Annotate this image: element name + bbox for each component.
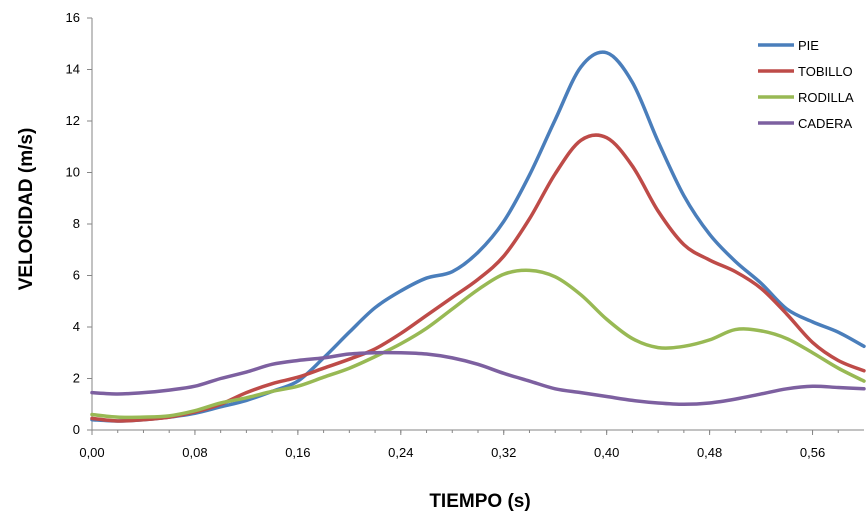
legend: PIE TOBILLO RODILLA CADERA xyxy=(758,38,854,131)
legend-label-tobillo: TOBILLO xyxy=(798,64,853,79)
legend-label-rodilla: RODILLA xyxy=(798,90,854,105)
x-tick-label: 0,00 xyxy=(79,445,104,460)
y-axis-title: VELOCIDAD (m/s) xyxy=(16,128,37,291)
series-line-cadera xyxy=(90,350,866,406)
y-tick-label: 8 xyxy=(73,216,80,231)
y-axis: 0 2 4 6 8 10 12 14 16 xyxy=(66,10,93,437)
y-tick-label: 12 xyxy=(66,113,80,128)
x-tick-label: 0,24 xyxy=(388,445,413,460)
y-tick-label: 6 xyxy=(73,268,80,283)
x-tick-label: 0,48 xyxy=(697,445,722,460)
series-line-pie xyxy=(90,50,866,423)
y-tick-label: 2 xyxy=(73,371,80,386)
y-tick-label: 16 xyxy=(66,10,80,25)
x-tick-label: 0,32 xyxy=(491,445,516,460)
legend-label-pie: PIE xyxy=(798,38,819,53)
series-line-rodilla xyxy=(90,268,866,420)
x-tick-label: 0,08 xyxy=(182,445,207,460)
legend-label-cadera: CADERA xyxy=(798,116,853,131)
x-tick-label: 0,40 xyxy=(594,445,619,460)
y-tick-label: 4 xyxy=(73,319,80,334)
y-tick-label: 0 xyxy=(73,422,80,437)
series-lines xyxy=(90,50,866,423)
x-axis-title: TIEMPO (s) xyxy=(429,491,530,512)
series-line-tobillo xyxy=(90,133,866,423)
x-tick-label: 0,56 xyxy=(800,445,825,460)
x-axis: 0,00 0,08 0,16 0,24 0,32 0,40 0,48 0,56 xyxy=(79,429,864,460)
x-tick-label: 0,16 xyxy=(285,445,310,460)
y-tick-label: 14 xyxy=(66,62,80,77)
y-tick-label: 10 xyxy=(66,165,80,180)
